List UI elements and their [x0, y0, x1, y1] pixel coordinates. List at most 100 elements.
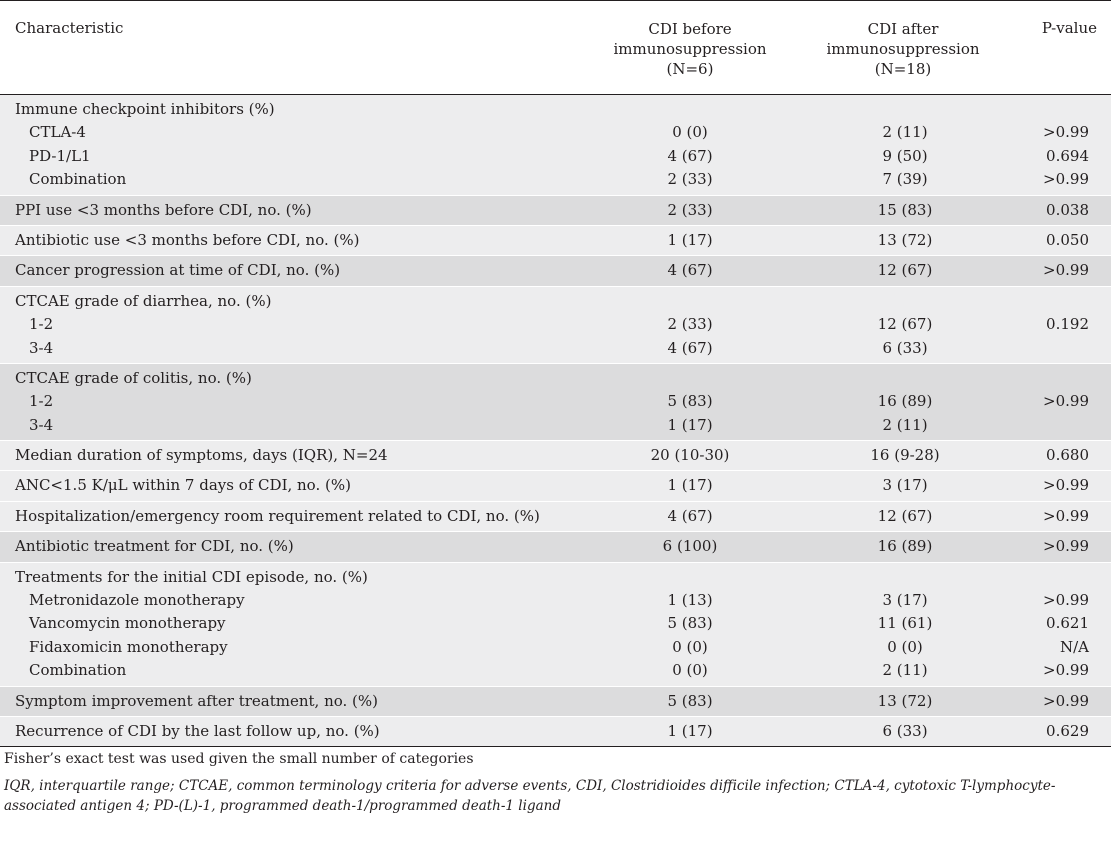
table-row: PD-1/L1 4 (67) 9 (50) 0.694 [0, 145, 1111, 168]
cell-pvalue: >0.99 [1043, 537, 1089, 556]
cell-cdi-before: 6 (100) [662, 537, 718, 556]
table-row: Hospitalization/emergency room requireme… [0, 505, 1111, 528]
table-row: Fidaxomicin monotherapy 0 (0) 0 (0) N/A [0, 636, 1111, 659]
cell-characteristic: Combination [29, 661, 127, 680]
cell-cdi-before: 1 (13) [667, 591, 713, 610]
row-group: Cancer progression at time of CDI, no. (… [0, 256, 1111, 286]
data-table: Characteristic CDI before immunosuppress… [0, 0, 1111, 814]
cell-characteristic: Cancer progression at time of CDI, no. (… [15, 261, 341, 280]
cell-cdi-after: 13 (72) [877, 230, 933, 249]
table-row: 3-4 1 (17) 2 (11) [0, 414, 1111, 437]
cell-cdi-before: 5 (83) [667, 691, 713, 710]
row-separator [0, 531, 1111, 533]
table-row: 1-2 5 (83) 16 (89) >0.99 [0, 390, 1111, 413]
cell-cdi-after: 2 (11) [882, 415, 928, 434]
header-after-line2: immunosuppression [826, 40, 980, 58]
cell-characteristic: Antibiotic treatment for CDI, no. (%) [15, 537, 294, 556]
cell-pvalue: 0.038 [1046, 200, 1089, 219]
cell-pvalue: 0.629 [1046, 721, 1089, 740]
cell-cdi-before: 0 (0) [672, 661, 708, 680]
row-group: CTCAE grade of diarrhea, no. (%) 1-2 2 (33… [0, 286, 1111, 363]
cell-cdi-before: 4 (67) [667, 146, 713, 165]
cell-cdi-before: 1 (17) [667, 415, 713, 434]
row-group: Antibiotic use <3 months before CDI, no.… [0, 225, 1111, 256]
cell-pvalue: >0.99 [1043, 476, 1089, 495]
row-separator [0, 362, 1111, 364]
cell-characteristic: Immune checkpoint inhibitors (%) [15, 100, 275, 118]
row-separator [0, 561, 1111, 563]
cell-characteristic: 1-2 [29, 315, 54, 334]
cell-cdi-after: 16 (89) [877, 537, 933, 556]
cell-cdi-after: 6 (33) [882, 338, 928, 357]
header-after-line3: (N=18) [874, 60, 932, 78]
cell-characteristic: Fidaxomicin monotherapy [29, 637, 228, 656]
cell-cdi-before: 0 (0) [672, 123, 708, 142]
cell-pvalue: 0.694 [1046, 146, 1089, 165]
cell-cdi-after: 3 (17) [882, 476, 928, 495]
cell-characteristic: CTLA-4 [29, 123, 86, 142]
row-separator [0, 285, 1111, 287]
cell-cdi-before: 4 (67) [667, 261, 713, 280]
table-row: Immune checkpoint inhibitors (%) [0, 98, 1111, 121]
cell-characteristic: PPI use <3 months before CDI, no. (%) [15, 200, 312, 219]
cell-pvalue: >0.99 [1043, 170, 1089, 189]
cell-characteristic: Combination [29, 170, 127, 189]
header-pvalue: P-value [1041, 19, 1097, 37]
cell-pvalue: >0.99 [1043, 661, 1089, 680]
cell-characteristic: 1-2 [29, 392, 54, 411]
cell-pvalue: >0.99 [1043, 506, 1089, 525]
cell-pvalue: 0.680 [1046, 446, 1089, 465]
row-separator [0, 255, 1111, 257]
cell-cdi-after: 9 (50) [882, 146, 928, 165]
cell-cdi-before: 1 (17) [667, 476, 713, 495]
cell-characteristic: Median duration of symptoms, days (IQR),… [15, 446, 388, 465]
table-row: Antibiotic treatment for CDI, no. (%) 6 (… [0, 535, 1111, 558]
header-characteristic: Characteristic [15, 19, 124, 37]
row-separator [0, 500, 1111, 502]
cell-characteristic: Hospitalization/emergency room requireme… [15, 506, 540, 525]
table-row: Vancomycin monotherapy 5 (83) 11 (61) 0.621 [0, 612, 1111, 635]
table-bottom-rule [0, 746, 1111, 748]
table-row: Treatments for the initial CDI episode, … [0, 566, 1111, 589]
cell-cdi-after: 11 (61) [877, 614, 933, 633]
cell-characteristic: 3-4 [29, 415, 54, 434]
header-after-line1: CDI after [867, 20, 939, 38]
row-separator [0, 470, 1111, 472]
cell-cdi-after: 16 (9-28) [870, 446, 940, 465]
cell-characteristic: 3-4 [29, 338, 54, 357]
header-before-line3: (N=6) [666, 60, 714, 78]
cell-characteristic: Metronidazole monotherapy [29, 591, 245, 610]
row-separator [0, 194, 1111, 196]
cell-pvalue: 0.621 [1046, 614, 1089, 633]
row-group: Hospitalization/emergency room requireme… [0, 501, 1111, 532]
cell-pvalue: >0.99 [1043, 591, 1089, 610]
cell-cdi-after: 12 (67) [877, 261, 933, 280]
table-row: CTLA-4 0 (0) 2 (11) >0.99 [0, 121, 1111, 144]
cell-pvalue: >0.99 [1043, 691, 1089, 710]
row-group: ANC<1.5 K/μL within 7 days of CDI, no. (… [0, 471, 1111, 501]
cell-cdi-before: 1 (17) [667, 230, 713, 249]
table-row: Antibiotic use <3 months before CDI, no.… [0, 229, 1111, 252]
cell-cdi-after: 12 (67) [877, 506, 933, 525]
table-row: Metronidazole monotherapy 1 (13) 3 (17) >0.… [0, 589, 1111, 612]
table-row: 1-2 2 (33) 12 (67) 0.192 [0, 313, 1111, 336]
cell-pvalue: 0.050 [1046, 230, 1089, 249]
cell-cdi-after: 6 (33) [882, 721, 928, 740]
row-separator [0, 715, 1111, 717]
table-row: 3-4 4 (67) 6 (33) [0, 337, 1111, 360]
table-body: Immune checkpoint inhibitors (%) CTLA-4 0 … [0, 95, 1111, 747]
cell-cdi-after: 13 (72) [877, 691, 933, 710]
row-group: PPI use <3 months before CDI, no. (%) 2 (… [0, 195, 1111, 225]
cell-cdi-after: 12 (67) [877, 315, 933, 334]
row-group: Recurrence of CDI by the last follow up,… [0, 716, 1111, 747]
cell-characteristic: Recurrence of CDI by the last follow up,… [15, 721, 380, 740]
cell-cdi-before: 2 (33) [667, 170, 713, 189]
row-group: Treatments for the initial CDI episode, … [0, 562, 1111, 686]
table-row: Median duration of symptoms, days (IQR),… [0, 444, 1111, 467]
cell-characteristic: Vancomycin monotherapy [29, 614, 226, 633]
cell-characteristic: ANC<1.5 K/μL within 7 days of CDI, no. (… [15, 476, 351, 495]
row-group: Median duration of symptoms, days (IQR),… [0, 441, 1111, 471]
header-cdi-after: CDI after immunosuppression (N=18) [808, 19, 998, 79]
cell-cdi-after: 7 (39) [882, 170, 928, 189]
cell-characteristic: Symptom improvement after treatment, no.… [15, 691, 378, 710]
